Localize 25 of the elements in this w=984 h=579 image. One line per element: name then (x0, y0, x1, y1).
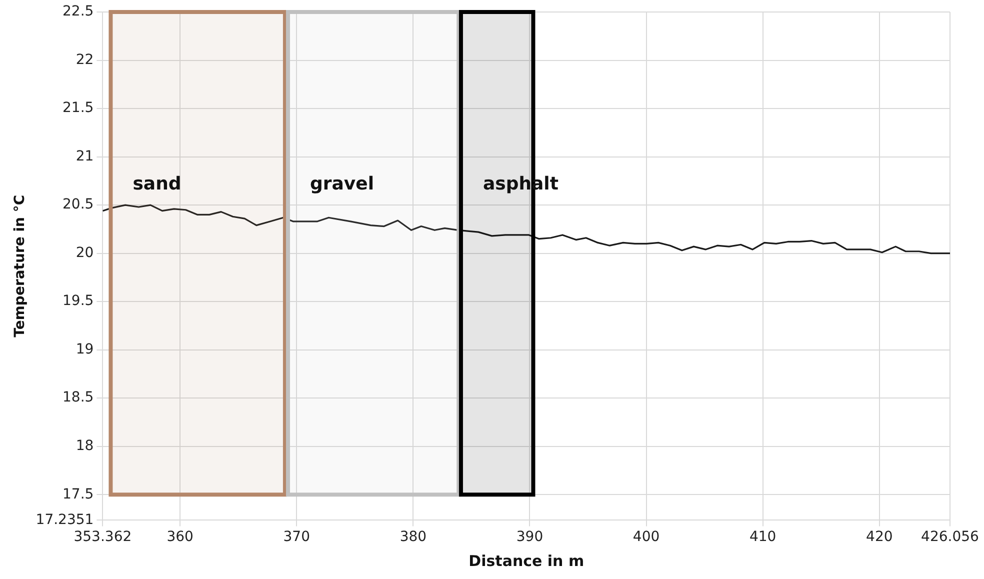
x-tick-label: 390 (516, 529, 544, 546)
band-label: gravel (310, 173, 374, 194)
y-tick-label: 18.5 (62, 390, 94, 406)
x-tick-label: 426.056 (921, 529, 980, 546)
band-label: sand (132, 173, 182, 194)
x-axis-title: Distance in m (468, 552, 584, 570)
y-tick-label: 19.5 (62, 293, 94, 310)
x-tick-label: 400 (632, 529, 660, 546)
x-tick-label: 380 (400, 529, 427, 546)
x-tick-label: 353.362 (74, 529, 132, 546)
x-tick-label: 410 (749, 529, 776, 546)
y-tick-label: 20 (76, 244, 94, 261)
y-tick-label: 20.5 (62, 196, 94, 213)
y-tick-label: 22.5 (62, 4, 94, 20)
y-tick-label: 21 (76, 148, 94, 164)
y-tick-label: 22 (76, 52, 94, 68)
x-tick-label: 420 (866, 529, 893, 546)
x-tick-label: 370 (283, 529, 310, 546)
y-tick-label: 17.2351 (36, 512, 94, 528)
y-axis-title: Temperature in °C (12, 194, 28, 338)
y-tick-label: 18 (76, 438, 94, 454)
y-tick-label: 21.5 (62, 100, 94, 116)
y-tick-label: 17.5 (62, 486, 94, 502)
y-tick-label: 19 (76, 341, 94, 358)
x-tick-label: 360 (166, 529, 194, 546)
